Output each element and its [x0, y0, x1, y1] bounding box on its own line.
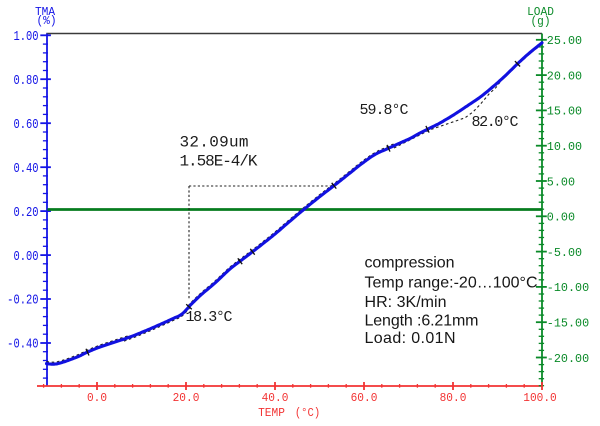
- svg-text:LOAD: LOAD: [527, 4, 554, 19]
- svg-text:TMA: TMA: [35, 4, 56, 19]
- svg-text:Temp range:-20…100°C: Temp range:-20…100°C: [365, 274, 538, 291]
- svg-text:80.0: 80.0: [440, 391, 467, 406]
- svg-text:10.00: 10.00: [547, 140, 582, 154]
- svg-text:1.58E-4/K: 1.58E-4/K: [180, 153, 258, 171]
- svg-text:32.09um: 32.09um: [180, 134, 249, 152]
- svg-text:(g): (g): [530, 14, 550, 29]
- svg-text:-5.00: -5.00: [547, 246, 582, 260]
- svg-text:0.0: 0.0: [87, 391, 107, 406]
- svg-text:1.00: 1.00: [13, 29, 38, 45]
- svg-text:-20.00: -20.00: [547, 352, 589, 366]
- svg-text:25.00: 25.00: [547, 34, 582, 48]
- svg-text:(°C): (°C): [295, 406, 320, 420]
- svg-text:HR: 3K/min: HR: 3K/min: [365, 294, 447, 311]
- svg-text:Load: 0.01N: Load: 0.01N: [365, 330, 456, 347]
- svg-text:(%): (%): [36, 13, 56, 28]
- svg-text:-0.20: -0.20: [7, 293, 38, 309]
- svg-text:5.00: 5.00: [547, 175, 575, 189]
- svg-text:-0.40: -0.40: [7, 337, 38, 353]
- svg-text:20.00: 20.00: [547, 69, 582, 83]
- svg-text:59.8°C: 59.8°C: [360, 102, 409, 119]
- svg-text:-15.00: -15.00: [547, 316, 589, 330]
- svg-text:40.0: 40.0: [262, 391, 289, 406]
- svg-text:82.0°C: 82.0°C: [472, 114, 519, 131]
- svg-text:-10.00: -10.00: [547, 281, 589, 295]
- svg-text:compression: compression: [365, 255, 455, 272]
- svg-text:100.0: 100.0: [523, 391, 556, 406]
- svg-text:0.40: 0.40: [13, 161, 38, 177]
- svg-text:0.00: 0.00: [547, 210, 575, 224]
- svg-text:Length :6.21mm: Length :6.21mm: [365, 312, 479, 329]
- svg-text:20.0: 20.0: [173, 391, 200, 406]
- svg-text:60.0: 60.0: [351, 391, 378, 406]
- svg-text:TEMP: TEMP: [258, 405, 285, 420]
- svg-text:0.00: 0.00: [13, 249, 38, 265]
- svg-text:15.00: 15.00: [547, 104, 582, 118]
- svg-text:0.80: 0.80: [13, 73, 38, 89]
- svg-text:18.3°C: 18.3°C: [186, 309, 233, 326]
- svg-text:0.60: 0.60: [13, 117, 38, 133]
- svg-text:0.20: 0.20: [13, 205, 38, 221]
